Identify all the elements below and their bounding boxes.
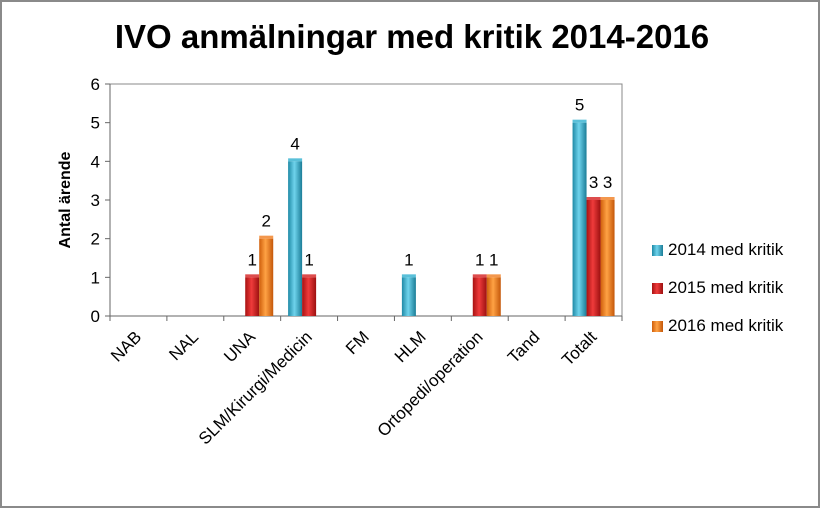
bar-cap	[245, 274, 260, 278]
x-tick-label: HLM	[391, 327, 430, 366]
legend-entry: 2016 med kritik	[668, 316, 784, 335]
bar-cap	[586, 197, 601, 200]
x-tick-label: Tand	[504, 327, 544, 367]
y-tick-label: 0	[91, 307, 100, 326]
bar-2014-med-kritik-3	[288, 161, 303, 316]
bar-2016-med-kritik-2	[259, 238, 274, 316]
bar-cap	[572, 119, 587, 123]
y-tick-label: 3	[91, 191, 100, 210]
x-tick-label: FM	[342, 327, 373, 358]
bar-2014-med-kritik-8	[572, 122, 587, 317]
data-label: 3	[603, 173, 612, 192]
bar-2015-med-kritik-3	[302, 277, 317, 316]
x-tick-label: NAL	[165, 327, 202, 364]
bar-2016-med-kritik-6	[486, 277, 501, 316]
data-label: 1	[404, 250, 413, 269]
bar-2015-med-kritik-2	[245, 277, 260, 316]
y-tick-label: 2	[91, 230, 100, 249]
data-label: 3	[589, 173, 598, 192]
data-label: 4	[290, 134, 299, 153]
legend: 2014 med kritik 2015 med kritik 2016 med k…	[652, 240, 784, 335]
bar-cap	[401, 274, 416, 278]
bar-2015-med-kritik-6	[472, 277, 487, 316]
bar-2015-med-kritik-8	[586, 200, 601, 316]
y-tick-label: 1	[91, 268, 100, 287]
plot-area	[109, 83, 623, 317]
x-tick-label: UNA	[220, 327, 259, 366]
y-tick-label: 6	[91, 75, 100, 94]
bar-cap	[472, 274, 487, 278]
y-axis-title: Antal ärende	[57, 151, 74, 248]
x-tick-label: Ortopedi/operation	[374, 327, 487, 440]
data-label: 1	[475, 250, 484, 269]
bar-2016-med-kritik-8	[600, 200, 615, 316]
x-tick-label: Totalt	[558, 327, 600, 369]
legend-entry: 2014 med kritik	[668, 240, 784, 259]
chart-title: IVO anmälningar med kritik 2014-2016	[114, 18, 710, 55]
x-tick-label: SLM/Kirurgi/Medicin	[195, 327, 316, 448]
y-tick-label: 5	[91, 114, 100, 133]
data-label: 1	[304, 250, 313, 269]
legend-swatch	[652, 283, 663, 294]
data-label: 2	[261, 212, 270, 231]
bar-cap	[259, 235, 274, 239]
legend-swatch	[652, 321, 663, 332]
bar-cap	[288, 158, 303, 162]
y-tick-label: 4	[91, 152, 100, 171]
data-label: 1	[247, 250, 256, 269]
legend-entry: 2015 med kritik	[668, 278, 784, 297]
x-tick-label: NAB	[107, 327, 145, 365]
bar-cap	[486, 274, 501, 278]
bar-2014-med-kritik-5	[401, 277, 416, 316]
data-label: 1	[489, 250, 498, 269]
bar-cap	[302, 274, 317, 278]
bars	[245, 119, 615, 317]
legend-swatch	[652, 245, 663, 256]
data-label: 5	[575, 96, 584, 115]
bar-cap	[600, 197, 615, 200]
